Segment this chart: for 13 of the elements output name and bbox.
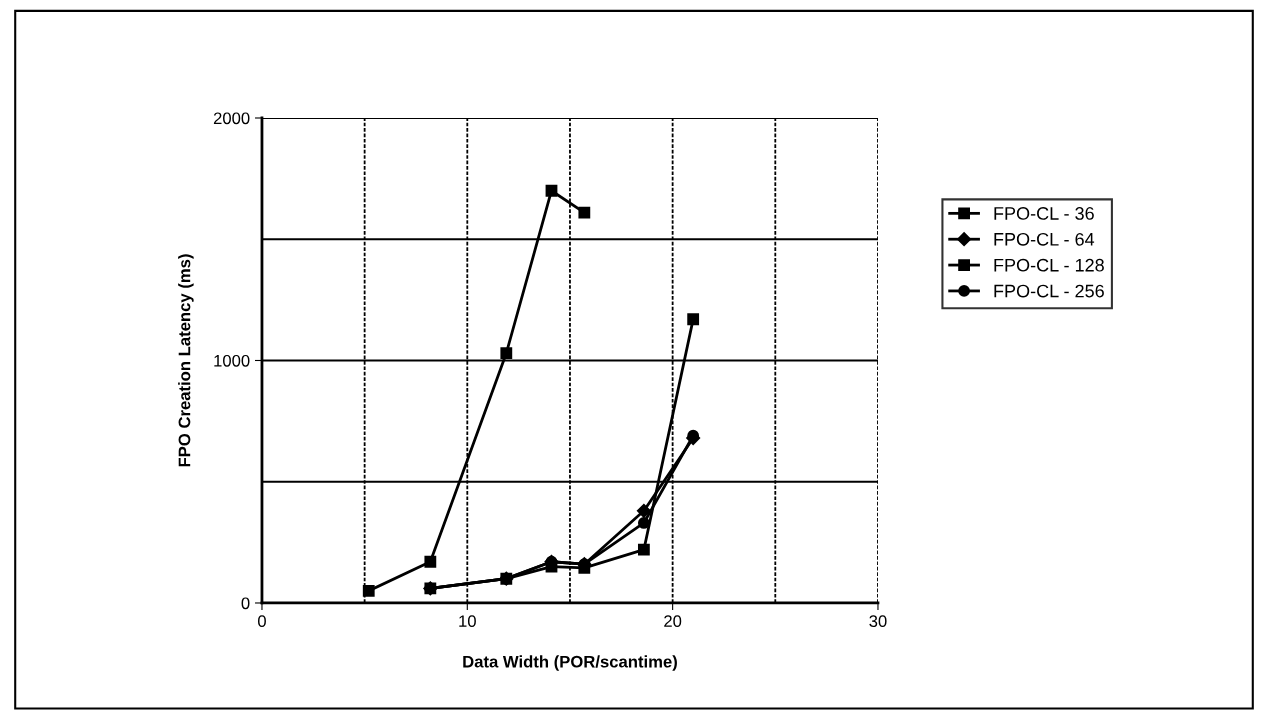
legend-label: FPO-CL - 36 <box>994 207 1094 220</box>
y-tick-label: 1000 <box>214 354 250 367</box>
legend-label: FPO-CL - 256 <box>994 284 1104 298</box>
legend-label: FPO-CL - 128 <box>994 258 1104 272</box>
y-tick-label: 0 <box>241 597 250 610</box>
x-tick-label: 30 <box>869 615 887 628</box>
x-axis-title: Data Width (POR/scantime) <box>463 655 677 671</box>
x-tick-label: 20 <box>664 615 682 628</box>
x-tick-label: 10 <box>459 615 476 628</box>
legend-label: FPO-CL - 64 <box>994 232 1095 246</box>
y-tick-label: 2000 <box>213 112 250 125</box>
y-axis-title: FPO Creation Latency (ms) <box>178 254 194 467</box>
x-tick-label: 0 <box>257 615 266 628</box>
